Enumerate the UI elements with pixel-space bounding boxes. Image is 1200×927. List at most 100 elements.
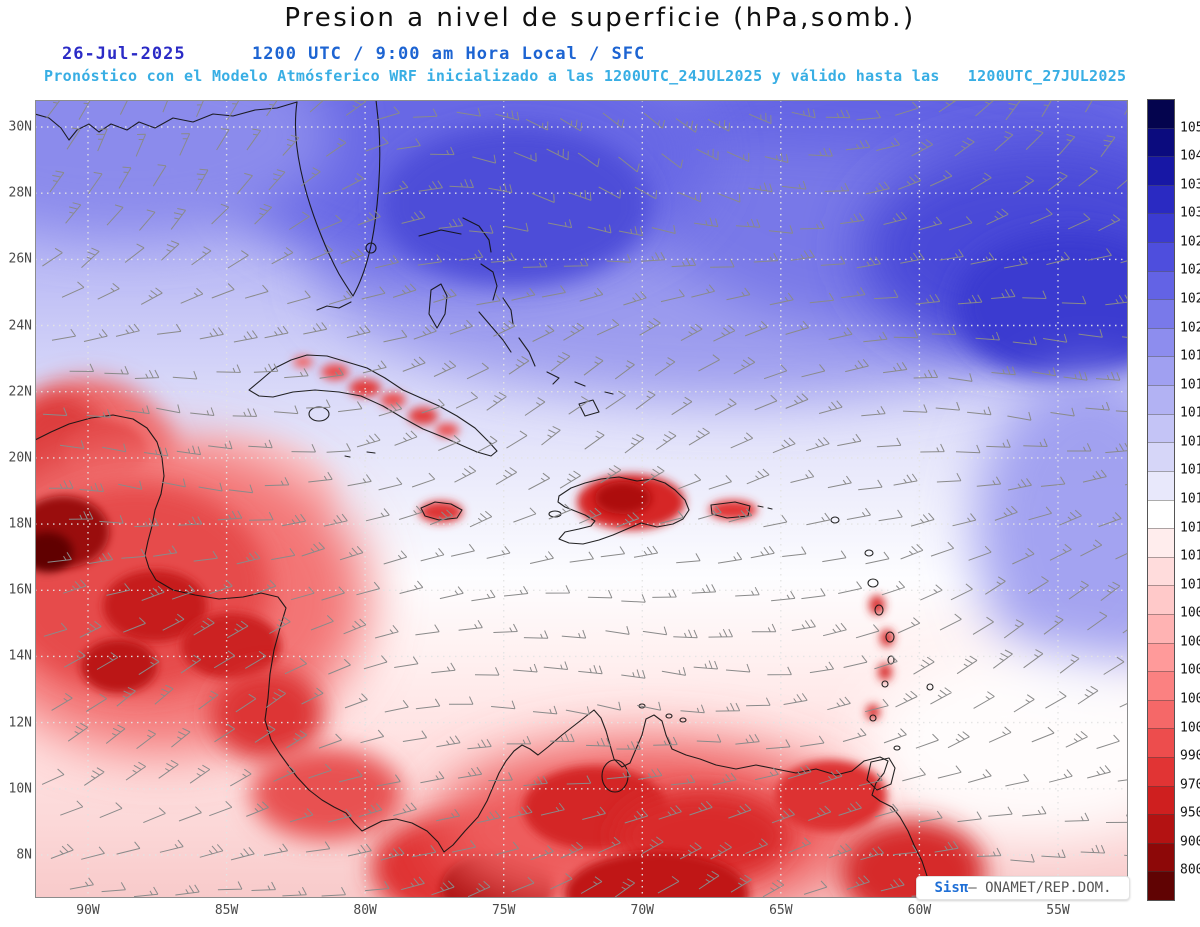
map-frame (35, 100, 1128, 898)
coast-trinidad (866, 757, 896, 791)
colorbar-value: 1013 (1180, 520, 1200, 536)
watermark-source: ONAMET/REP.DOM. (985, 880, 1112, 896)
colorbar-value: 1018 (1180, 377, 1200, 393)
lon-axis-label: 65W (769, 903, 793, 918)
lon-axis-label: 60W (907, 903, 932, 918)
colorbar-segment (1148, 299, 1174, 328)
colorbar-segment (1148, 642, 1174, 672)
lat-axis-label: 12N (8, 715, 32, 731)
colorbar-value: 1019 (1180, 348, 1200, 364)
valid-date: 26-Jul-2025 (62, 44, 186, 64)
colorbar-segment (1148, 327, 1174, 357)
isla-juventud (308, 406, 330, 422)
coast-florida-keys (316, 301, 352, 311)
colorbar-segment (1148, 871, 1174, 901)
colorbar-segment (1148, 728, 1174, 758)
colorbar-value: 900 (1180, 834, 1200, 850)
colorbar-value: 1050 (1180, 120, 1200, 136)
watermark: Sisπ – ONAMET/REP.DOM. (916, 876, 1130, 900)
colorbar-segment (1148, 556, 1174, 586)
lon-axis-label: 85W (214, 903, 239, 918)
lat-axis-label: 28N (8, 185, 32, 201)
colorbar-segment (1148, 499, 1174, 529)
forecast-info: Pronóstico con el Modelo Atmósferico WRF… (44, 67, 1127, 85)
colorbar-value: 1000 (1180, 720, 1200, 736)
coast-central-south-america (35, 414, 935, 898)
coast-hispaniola (557, 476, 690, 545)
colorbar-value: 990 (1180, 748, 1200, 764)
colorbar-value: 1006 (1180, 634, 1200, 650)
colorbar-value: 1028 (1180, 234, 1200, 250)
colorbar-value: 1030 (1180, 205, 1200, 221)
lat-axis-label: 18N (8, 516, 32, 532)
lat-axis-label: 24N (8, 318, 32, 334)
colorbar-segment (1148, 528, 1174, 557)
colorbar (1147, 99, 1175, 901)
colorbar-segment (1148, 127, 1174, 157)
colorbar-segment (1148, 785, 1174, 815)
lat-axis-label: 30N (8, 119, 32, 135)
coastlines (35, 100, 935, 898)
lake-okeechobee (365, 242, 377, 254)
lake-maracaibo (601, 759, 629, 793)
colorbar-segment (1148, 842, 1174, 872)
colorbar-segment (1148, 699, 1174, 729)
lat-axis-label: 26N (8, 251, 32, 267)
lat-axis-label: 20N (8, 450, 32, 466)
colorbar-value: 1002 (1180, 691, 1200, 707)
virgin-islands (757, 505, 773, 510)
bahamas (418, 217, 614, 417)
colorbar-segment (1148, 613, 1174, 643)
watermark-separator: – (968, 880, 986, 896)
colorbar-segment (1148, 671, 1174, 700)
colorbar-value: 1014 (1180, 491, 1200, 507)
colorbar-segment (1148, 470, 1174, 500)
coast-gulf (35, 101, 298, 141)
colorbar-value: 1012 (1180, 548, 1200, 564)
colorbar-value: 800 (1180, 862, 1200, 878)
lesser-antilles (830, 516, 934, 751)
pressure-map (35, 100, 1128, 898)
low-pressure-shading (35, 356, 985, 898)
lon-axis-label: 90W (76, 903, 100, 918)
colorbar-segment (1148, 156, 1174, 185)
colorbar-value: 1020 (1180, 320, 1200, 336)
colorbar-segment (1148, 356, 1174, 386)
lat-axis-label: 8N (16, 847, 32, 863)
colorbar-segment (1148, 814, 1174, 843)
lon-axis-label: 75W (491, 903, 516, 918)
colorbar-segment (1148, 100, 1174, 128)
colorbar-segment (1148, 385, 1174, 414)
colorbar-segment (1148, 242, 1174, 271)
coast-florida (294, 100, 381, 297)
wind-barbs (41, 100, 1128, 898)
colorbar-segment (1148, 270, 1174, 300)
colorbar-value: 950 (1180, 805, 1200, 821)
colorbar-value: 1008 (1180, 605, 1200, 621)
colorbar-segment (1148, 184, 1174, 214)
colorbar-segment (1148, 213, 1174, 243)
colorbar-value: 1004 (1180, 662, 1200, 678)
colorbar-value: 1022 (1180, 291, 1200, 307)
lat-axis-label: 14N (8, 648, 32, 664)
coast-puerto-rico (710, 501, 751, 519)
page-title: Presion a nivel de superficie (hPa,somb.… (284, 3, 916, 33)
colorbar-value: 1025 (1180, 262, 1200, 278)
colorbar-segment (1148, 413, 1174, 443)
colorbar-segment (1148, 757, 1174, 786)
lat-axis-label: 16N (8, 582, 32, 598)
coast-cuba (248, 354, 498, 457)
lat-axis-label: 22N (8, 384, 32, 400)
colorbar-value: 1017 (1180, 405, 1200, 421)
colorbar-value: 1016 (1180, 434, 1200, 450)
lon-axis-label: 80W (353, 903, 377, 918)
lat-axis-label: 10N (8, 781, 32, 797)
colorbar-value: 1015 (1180, 462, 1200, 478)
cayman-islands (344, 451, 376, 458)
colorbar-value: 1035 (1180, 177, 1200, 193)
valid-time: 1200 UTC / 9:00 am Hora Local / SFC (252, 44, 646, 64)
colorbar-value: 1010 (1180, 577, 1200, 593)
colorbar-value: 970 (1180, 777, 1200, 793)
colorbar-value: 1040 (1180, 148, 1200, 164)
